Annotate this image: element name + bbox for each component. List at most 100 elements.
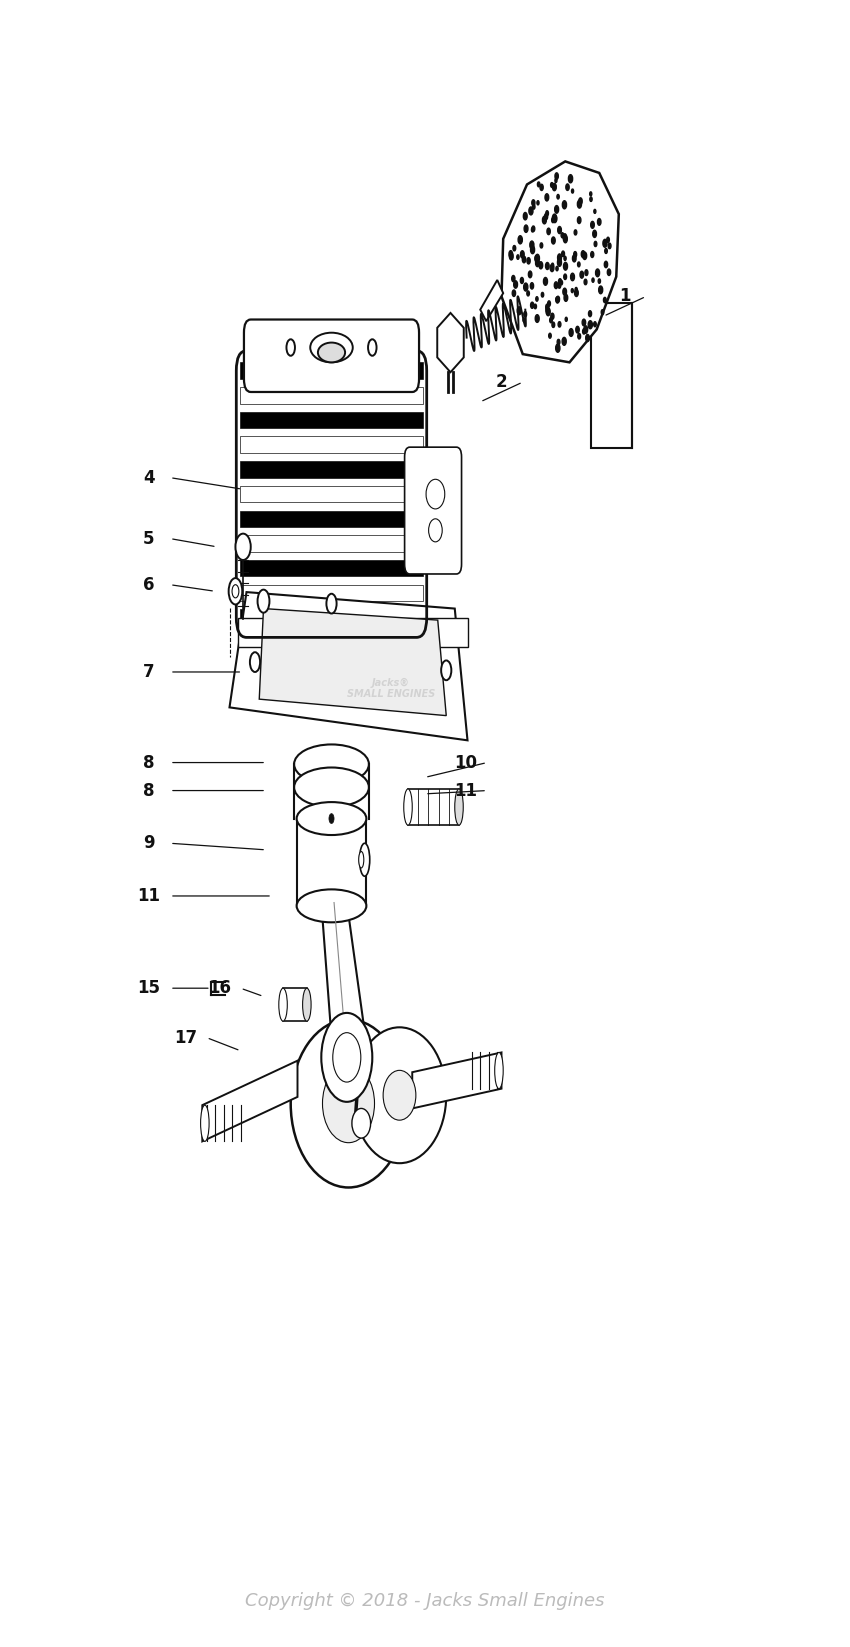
Circle shape xyxy=(513,290,516,296)
Circle shape xyxy=(523,318,525,323)
Circle shape xyxy=(536,254,540,262)
Circle shape xyxy=(532,199,535,206)
Circle shape xyxy=(552,183,556,191)
Polygon shape xyxy=(437,313,464,372)
Circle shape xyxy=(604,298,606,303)
Circle shape xyxy=(601,310,603,315)
Circle shape xyxy=(594,242,597,247)
Text: 17: 17 xyxy=(173,1029,197,1046)
Circle shape xyxy=(585,270,588,275)
Ellipse shape xyxy=(321,1013,372,1102)
Ellipse shape xyxy=(383,1071,416,1120)
Text: 7: 7 xyxy=(143,664,155,680)
Circle shape xyxy=(577,217,581,224)
Circle shape xyxy=(578,333,581,339)
Circle shape xyxy=(564,262,568,270)
Circle shape xyxy=(577,201,581,208)
Circle shape xyxy=(513,245,516,250)
Circle shape xyxy=(560,280,563,285)
Circle shape xyxy=(557,194,559,199)
Ellipse shape xyxy=(441,660,451,680)
Circle shape xyxy=(556,344,560,352)
Circle shape xyxy=(582,320,586,326)
Ellipse shape xyxy=(495,1052,503,1089)
Circle shape xyxy=(549,333,552,338)
Circle shape xyxy=(584,280,587,285)
Bar xyxy=(240,560,423,576)
Circle shape xyxy=(569,175,573,183)
Ellipse shape xyxy=(258,590,269,613)
Circle shape xyxy=(598,219,601,226)
Circle shape xyxy=(539,262,542,268)
Polygon shape xyxy=(202,1061,298,1141)
Circle shape xyxy=(529,272,532,278)
Circle shape xyxy=(571,189,574,193)
Text: 2: 2 xyxy=(496,374,507,390)
Ellipse shape xyxy=(310,333,353,362)
Bar xyxy=(240,436,423,453)
Circle shape xyxy=(558,283,561,288)
Circle shape xyxy=(575,290,578,296)
Polygon shape xyxy=(230,593,468,741)
Circle shape xyxy=(540,184,543,191)
Circle shape xyxy=(552,216,557,222)
Circle shape xyxy=(562,338,566,346)
Circle shape xyxy=(557,339,560,344)
Circle shape xyxy=(580,272,584,278)
Polygon shape xyxy=(480,280,503,321)
Bar xyxy=(240,609,423,626)
Circle shape xyxy=(596,268,599,277)
Circle shape xyxy=(531,227,534,232)
Circle shape xyxy=(579,198,582,204)
Circle shape xyxy=(550,318,552,323)
Circle shape xyxy=(513,280,518,288)
Ellipse shape xyxy=(428,519,442,542)
Circle shape xyxy=(584,326,587,333)
Circle shape xyxy=(517,255,519,259)
Text: 16: 16 xyxy=(207,980,231,996)
Circle shape xyxy=(565,318,567,321)
Circle shape xyxy=(607,268,610,275)
Bar xyxy=(240,535,423,552)
Bar xyxy=(240,511,423,527)
Circle shape xyxy=(564,273,567,280)
Circle shape xyxy=(518,236,523,244)
Ellipse shape xyxy=(329,814,334,824)
Circle shape xyxy=(590,198,592,201)
Bar xyxy=(240,585,423,601)
Circle shape xyxy=(524,226,528,232)
Circle shape xyxy=(575,326,579,333)
Ellipse shape xyxy=(404,789,412,825)
Circle shape xyxy=(558,227,561,234)
Circle shape xyxy=(542,216,547,224)
Circle shape xyxy=(546,306,549,313)
Ellipse shape xyxy=(426,479,445,509)
Ellipse shape xyxy=(322,1064,375,1143)
FancyBboxPatch shape xyxy=(244,320,419,392)
Circle shape xyxy=(552,237,555,244)
Circle shape xyxy=(533,204,535,209)
Bar xyxy=(240,461,423,478)
Circle shape xyxy=(558,321,561,328)
Bar xyxy=(240,387,423,404)
Circle shape xyxy=(530,283,534,290)
Ellipse shape xyxy=(232,585,239,598)
Circle shape xyxy=(551,183,553,188)
Circle shape xyxy=(563,234,567,240)
Text: 11: 11 xyxy=(454,782,478,799)
Text: 10: 10 xyxy=(454,754,478,771)
Polygon shape xyxy=(238,618,468,647)
Circle shape xyxy=(555,173,558,180)
Circle shape xyxy=(604,249,607,254)
Circle shape xyxy=(529,208,533,214)
Circle shape xyxy=(534,305,536,308)
Circle shape xyxy=(546,262,549,270)
Polygon shape xyxy=(259,609,446,715)
Circle shape xyxy=(561,232,564,237)
Circle shape xyxy=(593,321,596,326)
Circle shape xyxy=(604,262,608,268)
Circle shape xyxy=(574,252,576,257)
Circle shape xyxy=(546,211,548,216)
Ellipse shape xyxy=(326,593,337,614)
Circle shape xyxy=(555,206,558,212)
